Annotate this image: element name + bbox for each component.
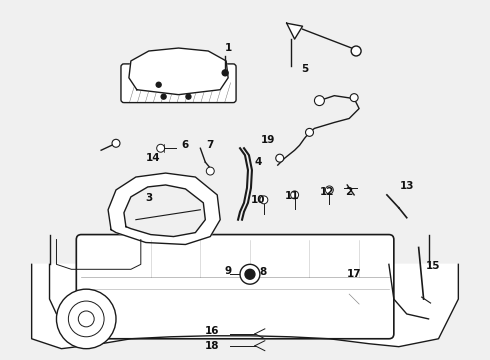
Circle shape: [276, 154, 284, 162]
Circle shape: [161, 94, 166, 99]
Circle shape: [245, 269, 255, 279]
Text: 10: 10: [251, 195, 265, 205]
Circle shape: [186, 94, 191, 99]
Text: 7: 7: [207, 140, 214, 150]
Circle shape: [206, 167, 214, 175]
Circle shape: [78, 311, 94, 327]
Text: 17: 17: [347, 269, 362, 279]
Circle shape: [315, 96, 324, 105]
Text: 18: 18: [205, 341, 220, 351]
Text: 4: 4: [254, 157, 262, 167]
Circle shape: [69, 301, 104, 337]
Circle shape: [351, 46, 361, 56]
Polygon shape: [287, 23, 302, 39]
Circle shape: [56, 289, 116, 349]
Text: 5: 5: [301, 64, 308, 74]
Text: 9: 9: [224, 266, 232, 276]
Text: 1: 1: [224, 43, 232, 53]
Circle shape: [260, 196, 268, 204]
Circle shape: [306, 129, 314, 136]
Circle shape: [222, 70, 228, 76]
Text: 12: 12: [320, 187, 335, 197]
Text: 11: 11: [284, 191, 299, 201]
Polygon shape: [32, 264, 458, 349]
Text: 16: 16: [205, 326, 220, 336]
Circle shape: [350, 94, 358, 102]
Text: 2: 2: [345, 187, 353, 197]
Polygon shape: [129, 48, 228, 95]
Circle shape: [325, 186, 333, 194]
FancyBboxPatch shape: [76, 235, 394, 339]
Circle shape: [291, 191, 298, 199]
Circle shape: [156, 82, 161, 87]
Circle shape: [112, 139, 120, 147]
Text: 3: 3: [145, 193, 152, 203]
Text: 6: 6: [182, 140, 189, 150]
FancyBboxPatch shape: [121, 64, 236, 103]
Text: 8: 8: [259, 267, 267, 277]
Text: 14: 14: [146, 153, 160, 163]
Text: 15: 15: [426, 261, 441, 271]
Circle shape: [157, 144, 165, 152]
Text: 19: 19: [261, 135, 275, 145]
Polygon shape: [124, 185, 205, 237]
Circle shape: [240, 264, 260, 284]
Text: 13: 13: [399, 181, 414, 191]
Polygon shape: [108, 173, 220, 244]
